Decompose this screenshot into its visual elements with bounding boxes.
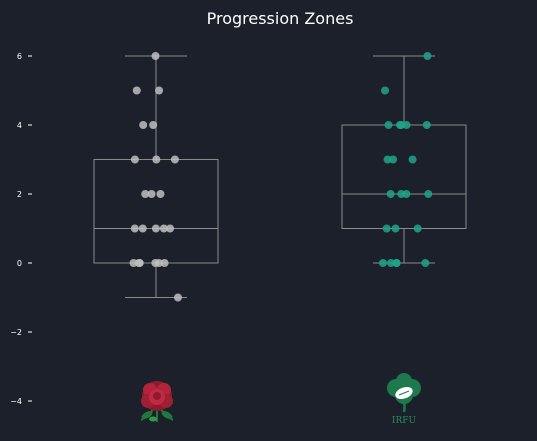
- data-point: [381, 86, 390, 95]
- data-point: [135, 259, 144, 267]
- data-point: [423, 52, 432, 60]
- data-point: [170, 155, 179, 164]
- iqr-box: [341, 124, 467, 229]
- y-tick-label: 0: [17, 259, 22, 268]
- chart-title: Progression Zones: [207, 9, 354, 28]
- data-point: [139, 121, 148, 129]
- data-point: [413, 224, 422, 233]
- data-point: [383, 155, 392, 164]
- data-point: [149, 121, 158, 129]
- data-point: [382, 224, 391, 233]
- data-point: [141, 190, 150, 198]
- data-point: [147, 190, 156, 198]
- data-point: [422, 121, 431, 129]
- data-point: [402, 190, 411, 198]
- data-point: [386, 190, 395, 198]
- y-tick-label: −2: [10, 328, 22, 337]
- data-point: [151, 52, 160, 60]
- points-group: [129, 52, 433, 302]
- data-point: [421, 259, 430, 267]
- data-point: [389, 155, 398, 164]
- data-point: [173, 293, 182, 302]
- data-point: [155, 86, 164, 95]
- box-ireland: [341, 55, 467, 264]
- data-point: [166, 224, 175, 233]
- england-rose-icon: [140, 381, 174, 422]
- data-point: [378, 259, 387, 267]
- data-point: [159, 224, 168, 233]
- data-point: [129, 259, 138, 267]
- y-tick-label: 4: [17, 121, 22, 130]
- data-point: [395, 121, 404, 129]
- data-point: [384, 121, 393, 129]
- data-point: [408, 155, 417, 164]
- data-point: [152, 155, 161, 164]
- data-point: [132, 86, 141, 95]
- iqr-box: [93, 159, 219, 264]
- data-point: [130, 155, 139, 164]
- data-point: [151, 259, 160, 267]
- y-axis: 6 4 2 0 −2 −4: [10, 52, 32, 406]
- data-point: [130, 224, 139, 233]
- data-point: [386, 259, 395, 267]
- y-tick-label: 2: [17, 190, 22, 199]
- data-point: [156, 190, 165, 198]
- data-point: [151, 224, 160, 233]
- y-tick-label: 6: [17, 52, 22, 61]
- data-point: [392, 259, 401, 267]
- data-point: [391, 224, 400, 233]
- data-point: [138, 224, 147, 233]
- box-group: [93, 55, 467, 298]
- data-point: [424, 190, 433, 198]
- irfu-shamrock-icon: IRFU: [387, 373, 421, 426]
- y-tick-label: −4: [10, 397, 22, 406]
- data-point: [160, 259, 169, 267]
- irfu-logo-label: IRFU: [392, 416, 417, 426]
- data-point: [402, 121, 411, 129]
